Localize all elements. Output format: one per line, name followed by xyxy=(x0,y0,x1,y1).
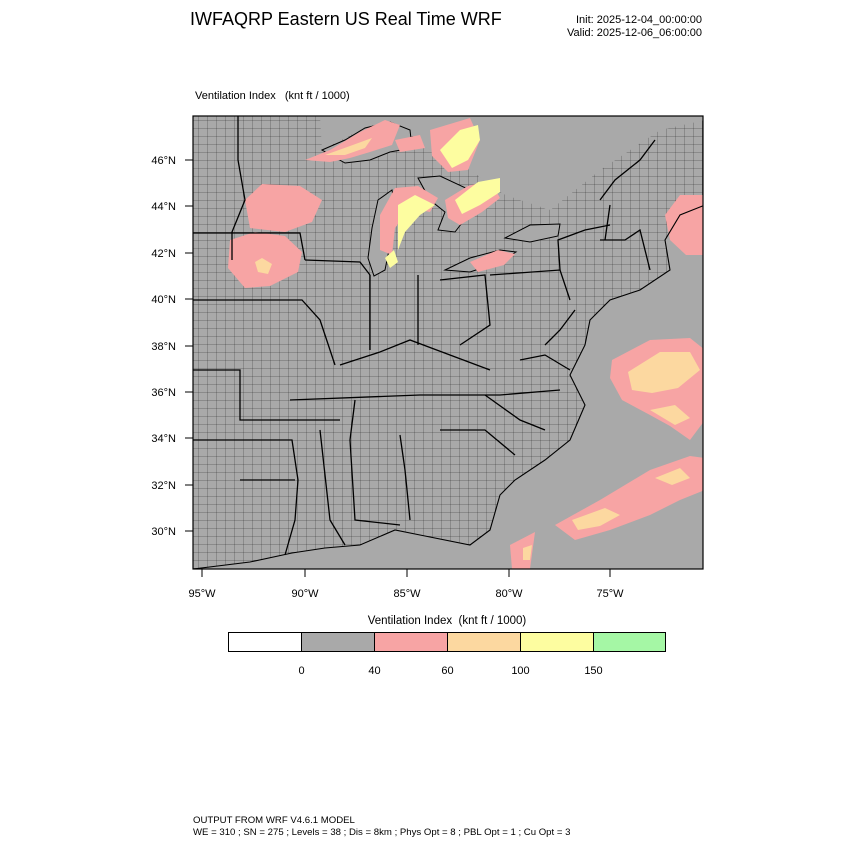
lat-label: 38°N xyxy=(151,341,176,353)
colorbar-box-1 xyxy=(301,632,375,652)
footer-model: OUTPUT FROM WRF V4.6.1 MODEL xyxy=(193,815,355,826)
lat-label: 42°N xyxy=(151,248,176,260)
map-panel: 46°N 44°N 42°N 40°N 38°N 36°N 34°N 32°N … xyxy=(151,115,704,600)
vi-60-100-regions xyxy=(255,138,700,560)
state-boundaries xyxy=(193,116,656,556)
map-frame xyxy=(192,115,704,570)
colorbar-label: 40 xyxy=(368,665,380,677)
colorbar-label: 150 xyxy=(584,665,602,677)
colorbar-box-4 xyxy=(520,632,594,652)
lat-labels: 46°N 44°N 42°N 40°N 38°N 36°N 34°N 32°N … xyxy=(151,155,176,538)
lat-label: 46°N xyxy=(151,155,176,167)
lake-ontario xyxy=(503,223,561,243)
colorbar-box-0 xyxy=(228,632,302,652)
colorbar-label: 60 xyxy=(441,665,453,677)
colorbar-box-2 xyxy=(374,632,448,652)
vi-100-150-regions xyxy=(385,125,500,268)
colorbar-title: Ventilation Index (knt ft / 1000) xyxy=(367,615,527,627)
lat-label: 34°N xyxy=(151,433,176,445)
lat-axis xyxy=(185,159,193,532)
lon-labels: 95°W 90°W 85°W 80°W 75°W xyxy=(188,588,624,600)
lat-label: 32°N xyxy=(151,480,176,492)
lon-label: 95°W xyxy=(188,588,216,600)
colorbar-box-3 xyxy=(447,632,521,652)
lat-label: 30°N xyxy=(151,526,176,538)
init-time: Init: 2025-12-04_00:00:00 xyxy=(576,14,702,26)
footer-config: WE = 310 ; SN = 275 ; Levels = 38 ; Dis … xyxy=(193,827,571,838)
colorbar-label: 0 xyxy=(298,665,304,677)
valid-time: Valid: 2025-12-06_06:00:00 xyxy=(567,27,702,39)
map-caption: Ventilation Index (knt ft / 1000) xyxy=(195,90,350,102)
lat-label: 44°N xyxy=(151,201,176,213)
lon-axis xyxy=(201,569,611,577)
lat-label: 40°N xyxy=(151,294,176,306)
county-lines xyxy=(193,116,703,569)
coastline xyxy=(193,205,703,569)
colorbar-label: 100 xyxy=(511,665,529,677)
lon-label: 85°W xyxy=(393,588,421,600)
plot-title: IWFAQRP Eastern US Real Time WRF xyxy=(190,9,502,29)
lon-label: 90°W xyxy=(291,588,319,600)
lon-label: 75°W xyxy=(596,588,624,600)
lon-label: 80°W xyxy=(495,588,523,600)
colorbar: 0 40 60 100 150 xyxy=(228,632,666,677)
lat-label: 36°N xyxy=(151,387,176,399)
colorbar-box-5 xyxy=(593,632,666,652)
